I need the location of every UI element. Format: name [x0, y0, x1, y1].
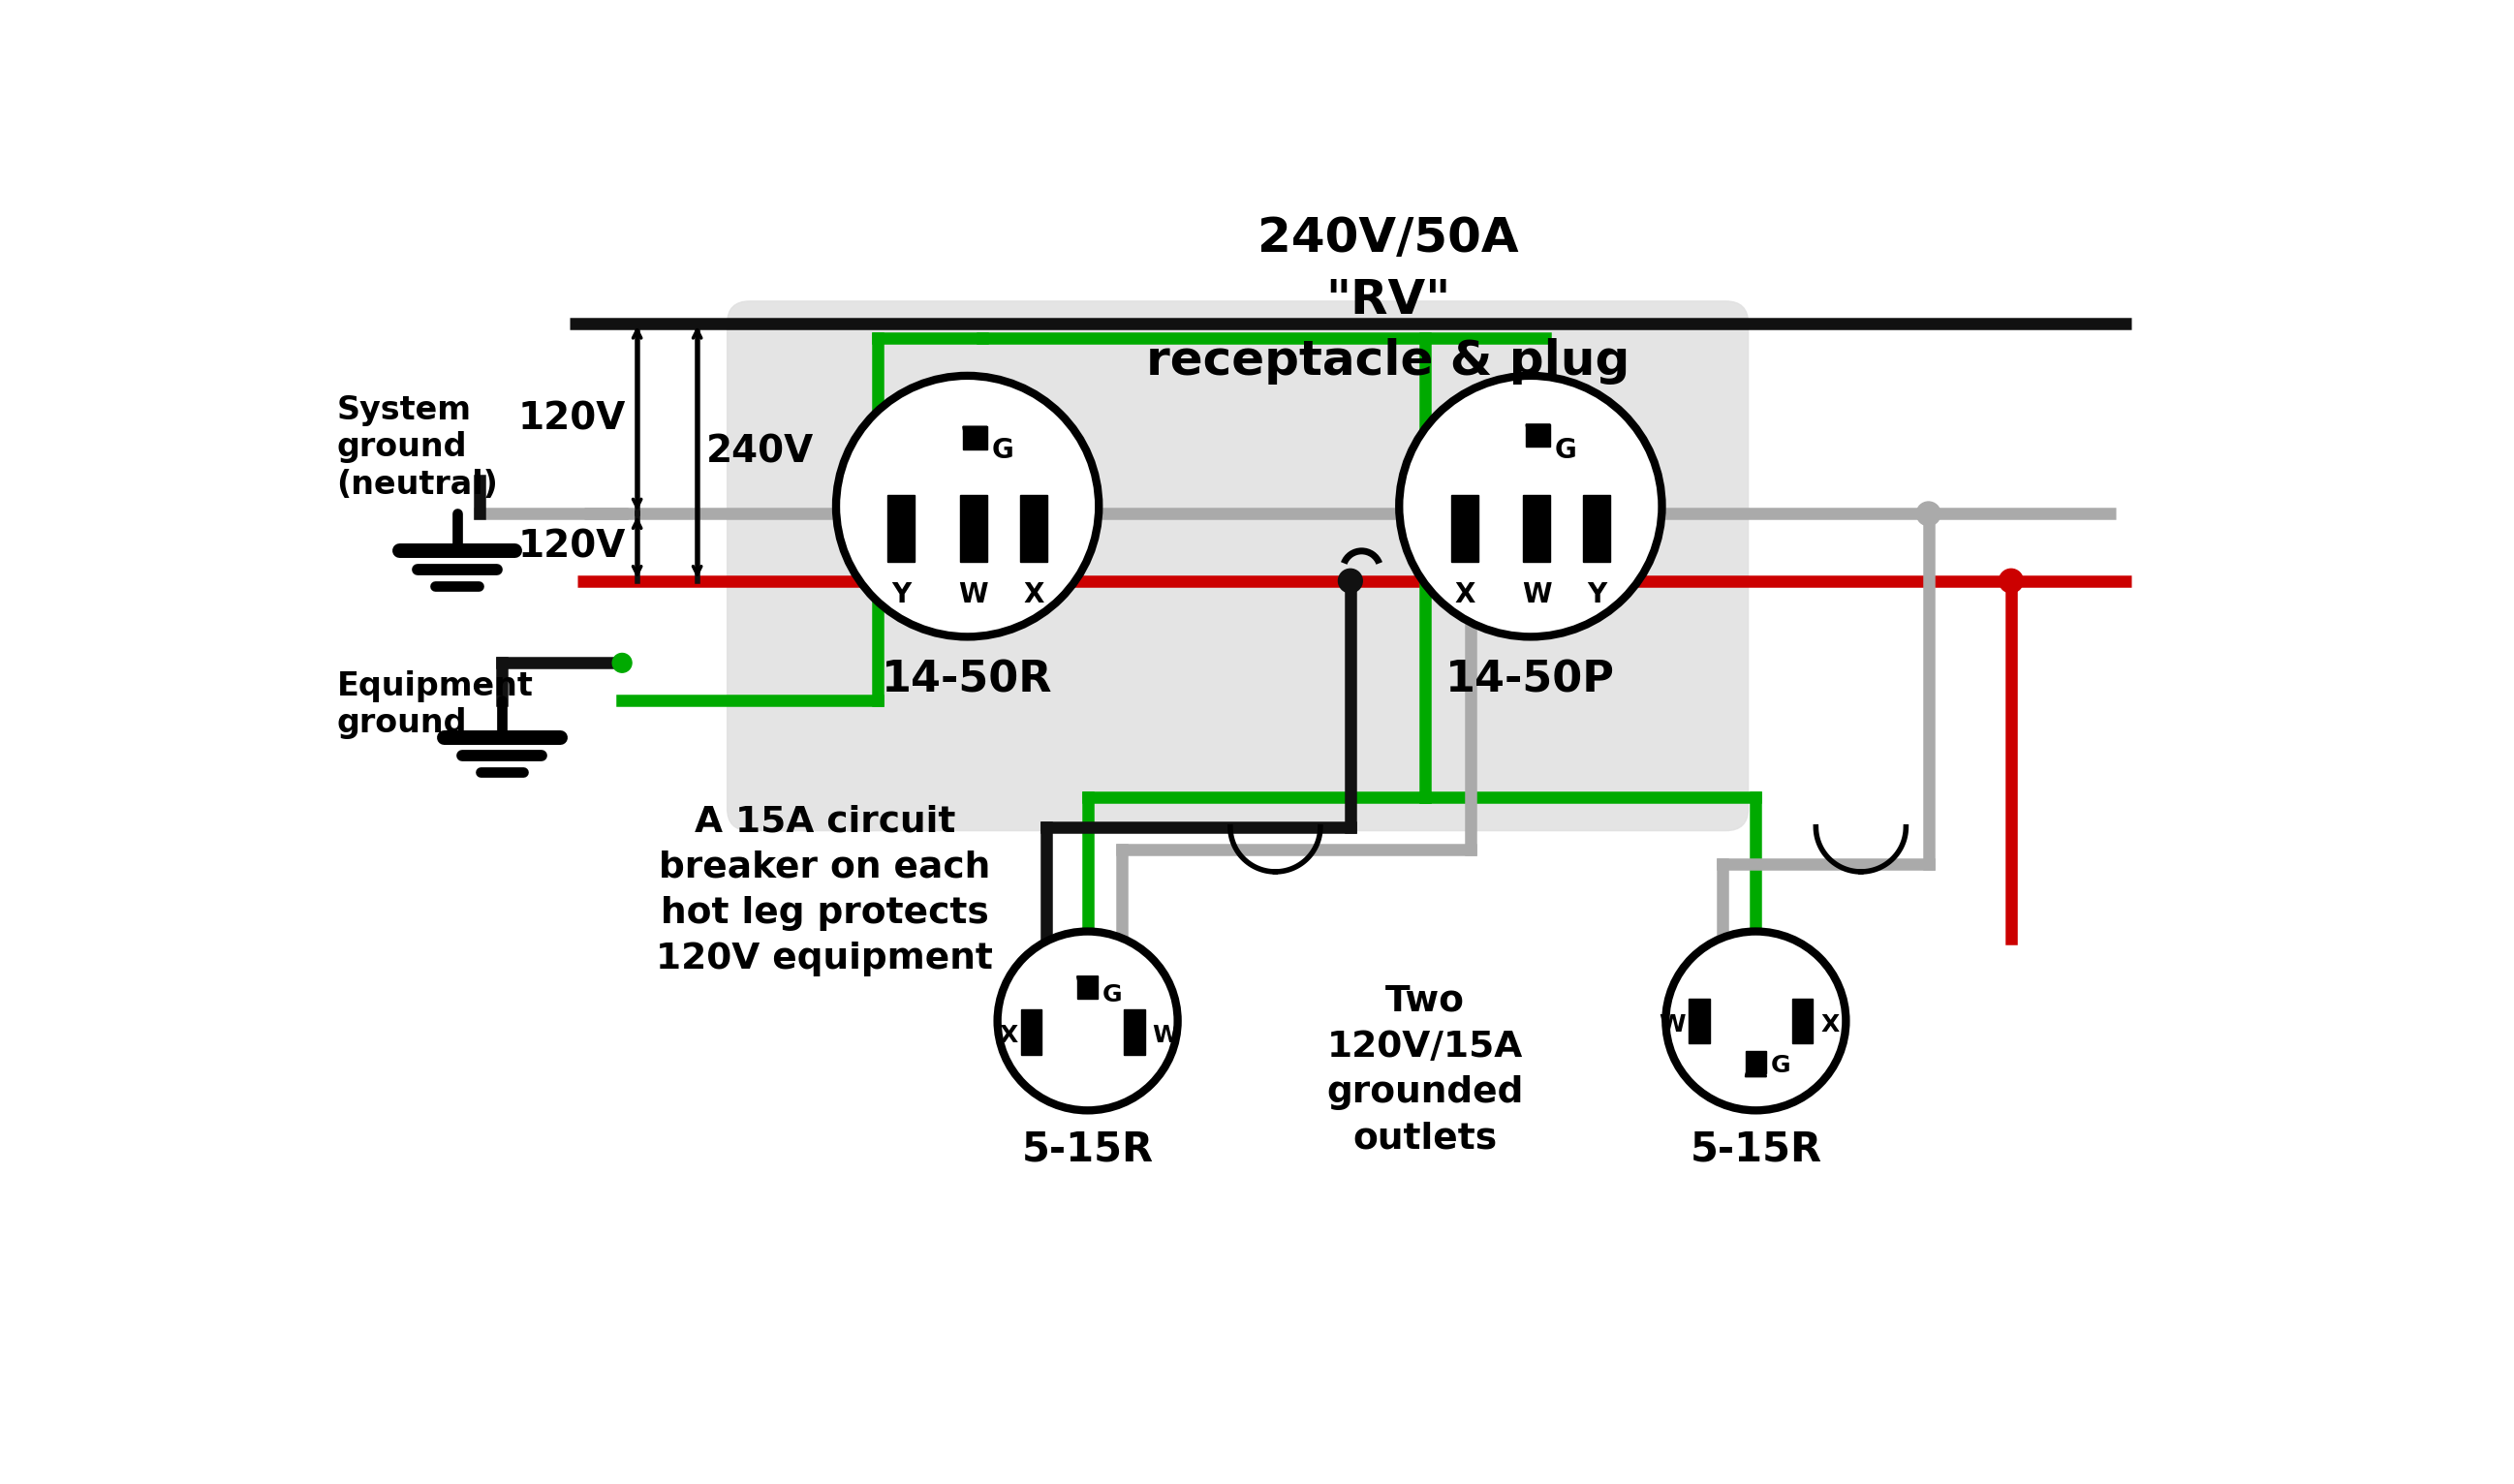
Text: Two
120V/15A
grounded
outlets: Two 120V/15A grounded outlets	[1327, 984, 1523, 1156]
FancyBboxPatch shape	[727, 301, 1747, 831]
Text: A 15A circuit
breaker on each
hot leg protects
120V equipment: A 15A circuit breaker on each hot leg pr…	[656, 804, 993, 976]
Bar	[1526, 424, 1551, 447]
Circle shape	[1556, 502, 1581, 525]
Wedge shape	[963, 426, 988, 438]
Bar	[1124, 1009, 1144, 1055]
Bar	[1021, 1009, 1041, 1055]
Circle shape	[1667, 932, 1845, 1110]
Text: Equipment
ground: Equipment ground	[337, 671, 533, 739]
Bar	[1689, 999, 1710, 1043]
Text: 120V: 120V	[518, 528, 626, 565]
Text: G: G	[1554, 436, 1576, 464]
Text: W: W	[1151, 1024, 1179, 1048]
Text: Y: Y	[1586, 580, 1606, 608]
Circle shape	[613, 653, 631, 672]
Text: 240V: 240V	[706, 433, 815, 470]
Circle shape	[1999, 568, 2024, 592]
Wedge shape	[1745, 1067, 1767, 1077]
Bar	[1792, 999, 1813, 1043]
Text: X: X	[1820, 1014, 1840, 1036]
Circle shape	[998, 932, 1177, 1110]
Bar	[963, 426, 988, 450]
Bar	[1076, 976, 1099, 999]
Wedge shape	[1526, 424, 1551, 436]
Text: 14-50P: 14-50P	[1446, 659, 1617, 700]
Text: G: G	[991, 436, 1013, 464]
Text: X: X	[998, 1024, 1018, 1048]
Text: G: G	[1104, 984, 1124, 1006]
Text: G: G	[1770, 1054, 1790, 1077]
Text: X: X	[1023, 580, 1043, 608]
Text: 14-50R: 14-50R	[882, 659, 1053, 700]
Text: Y: Y	[892, 580, 910, 608]
Circle shape	[1556, 568, 1581, 592]
Circle shape	[1337, 568, 1363, 592]
Bar	[1523, 496, 1551, 562]
Text: 5-15R: 5-15R	[1689, 1129, 1823, 1169]
Bar	[960, 496, 988, 562]
Bar	[887, 496, 915, 562]
Text: W: W	[1521, 580, 1551, 608]
Text: System
ground
(neutral): System ground (neutral)	[337, 395, 498, 500]
Text: 240V/50A
"RV"
receptacle & plug: 240V/50A "RV" receptacle & plug	[1146, 215, 1629, 384]
Circle shape	[918, 502, 943, 525]
Bar	[1021, 496, 1046, 562]
Circle shape	[1400, 375, 1662, 637]
Circle shape	[918, 568, 943, 592]
Circle shape	[1458, 502, 1483, 525]
Text: X: X	[1453, 580, 1476, 608]
Circle shape	[1916, 502, 1941, 525]
Circle shape	[837, 375, 1099, 637]
Bar	[1584, 496, 1609, 562]
Text: W: W	[1659, 1014, 1687, 1036]
Bar	[1745, 1051, 1767, 1073]
Bar	[1451, 496, 1478, 562]
Wedge shape	[1076, 976, 1099, 987]
Text: 120V: 120V	[518, 401, 626, 436]
Text: W: W	[958, 580, 988, 608]
Text: 5-15R: 5-15R	[1021, 1129, 1154, 1169]
